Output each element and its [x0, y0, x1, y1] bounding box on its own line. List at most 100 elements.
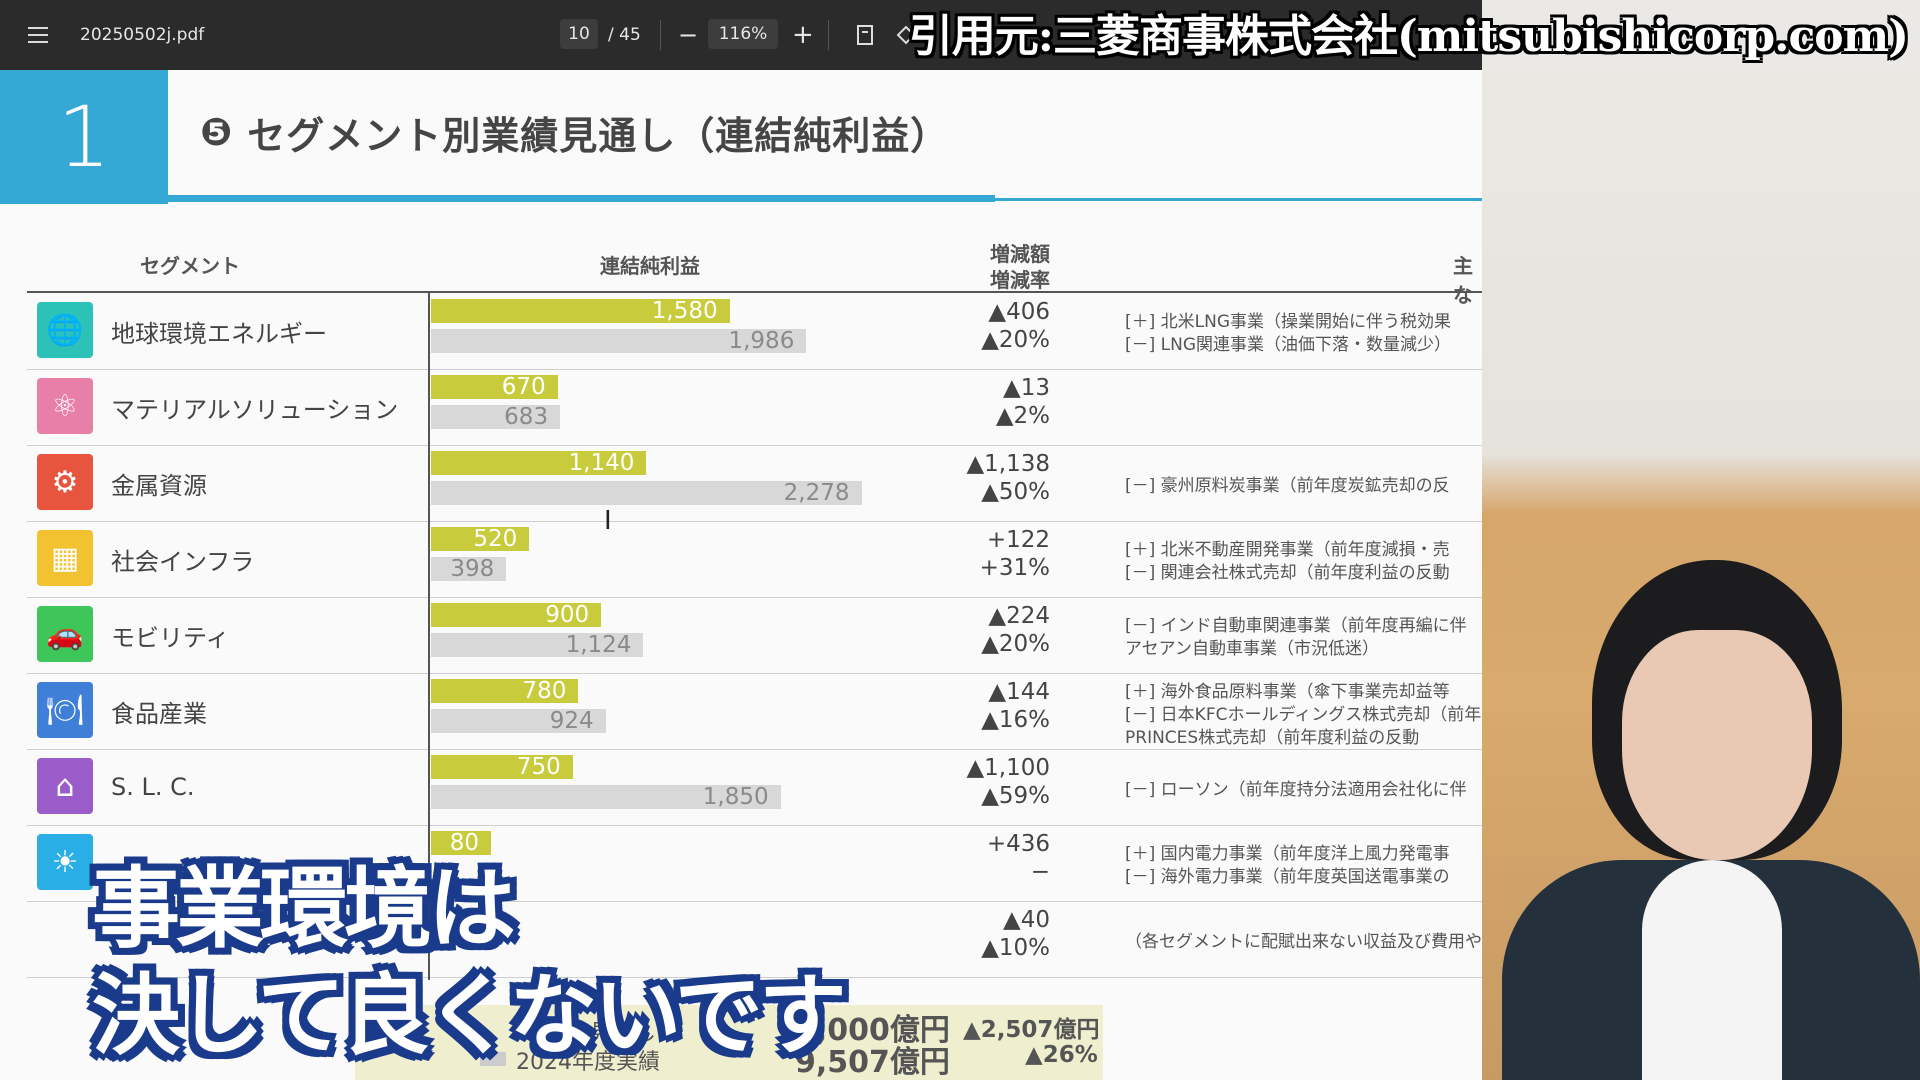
segment-icon: 🌐: [37, 302, 93, 358]
page-title: ❺ セグメント別業績見通し（連結純利益）: [200, 90, 949, 174]
table-row: 🚗 モビリティ 900 1,124 ▲224 ▲20% [－] インド自動車関連事業（前年度…: [27, 597, 1482, 674]
factor-note: [－] ローソン（前年度持分法適用会社化に伴: [1125, 780, 1467, 800]
factor-note: [－] 日本KFCホールディングス株式売却（前年: [1125, 705, 1482, 725]
change-amount: ▲144: [988, 679, 1050, 705]
title-underline: [168, 195, 995, 202]
rotate-icon[interactable]: [896, 0, 916, 70]
zoom-out-button[interactable]: −: [678, 21, 699, 49]
segment-name: 地球環境エネルギー: [111, 319, 327, 348]
bar-current: 670: [431, 375, 558, 399]
header-change-rate: 増減率: [990, 268, 1050, 292]
bar-prior: 683: [431, 405, 561, 429]
change-rate: ▲16%: [981, 707, 1050, 733]
zoom-in-button[interactable]: +: [792, 20, 814, 50]
segment-icon: ⌂: [37, 758, 93, 814]
subtitle-line-2: 決して良くないです: [92, 964, 847, 1067]
segment-name: マテリアルソリューション: [111, 395, 399, 424]
header-rule: [27, 291, 1482, 293]
bar-current: 1,580: [431, 299, 730, 323]
segment-name: 社会インフラ: [111, 547, 255, 576]
segment-icon: ☀: [37, 834, 93, 890]
total-prior-value: 9,507億円: [795, 1045, 950, 1080]
change-amount: +122: [986, 527, 1050, 553]
change-rate: +31%: [979, 555, 1050, 581]
change-amount: ▲406: [988, 299, 1050, 325]
text-cursor-icon: I: [604, 506, 612, 536]
page-total: / 45: [608, 25, 641, 45]
factor-note: [－] インド自動車関連事業（前年度再編に伴: [1125, 616, 1467, 636]
change-rate: −: [1030, 859, 1050, 885]
zoom-level[interactable]: 116%: [708, 19, 778, 49]
bar-current: 750: [431, 755, 573, 779]
menu-icon[interactable]: [26, 0, 50, 70]
source-credit-overlay: 引用元:三菱商事株式会社(mitsubishicorp.com): [908, 11, 1909, 62]
segment-icon: ▦: [37, 530, 93, 586]
factor-note: [－] 海外電力事業（前年度英国送電事業の: [1125, 867, 1450, 887]
segment-icon: 🍽: [37, 682, 93, 738]
table-row: ⌂ S. L. C. 750 1,850 ▲1,100 ▲59% [－] ローソン（前年度持…: [27, 749, 1482, 826]
bar-prior: 924: [431, 709, 606, 733]
segment-icon: ⚛: [37, 378, 93, 434]
table-row: ▲40 ▲10% （各セグメントに配賦出来ない収益及び費用やセ: [27, 901, 1482, 978]
table-row: 🍽 食品産業 780 924 ▲144 ▲16% [＋] 海外食品原料事業（傘下事業売却益等…: [27, 673, 1482, 750]
bar-prior: 1,850: [431, 785, 781, 809]
factor-note: [＋] 北米不動産開発事業（前年度減損・売: [1125, 540, 1450, 560]
change-rate: ▲59%: [981, 783, 1050, 809]
table-row: ▦ 社会インフラ 520 398 +122 +31% [＋] 北米不動産開発事業（前年度減損…: [27, 521, 1482, 598]
bar-current: 780: [431, 679, 579, 703]
header-change-amount: 増減額: [990, 242, 1050, 266]
table-row: ⚛ マテリアルソリューション 670 683 ▲13 ▲2%: [27, 369, 1482, 446]
toolbar-divider: [828, 20, 829, 50]
factor-note: [＋] 国内電力事業（前年度洋上風力発電事: [1125, 844, 1450, 864]
change-amount: +436: [986, 831, 1050, 857]
bar-prior: 398: [431, 557, 507, 581]
totals-panel: [355, 1005, 1103, 1080]
change-amount: ▲1,100: [966, 755, 1050, 781]
title-underline-thin: [995, 198, 1482, 201]
presenter-camera: [1482, 70, 1920, 1080]
table-row: ☀ 80 +436− [＋] 国内電力事業（前年度洋上風力発電事 [－] 海外電力事業（…: [27, 825, 1482, 902]
title-bullet: ❺: [200, 110, 234, 154]
change-rate: ▲20%: [981, 631, 1050, 657]
factor-note: PRINCES株式売却（前年度利益の反動: [1125, 728, 1420, 748]
factor-note: [－] LNG関連事業（油価下落・数量減少）: [1125, 335, 1452, 355]
camera-top: [1482, 0, 1920, 70]
chart-axis: [428, 293, 430, 980]
total-prior-rate: ▲26%: [1025, 1042, 1098, 1068]
total-prior-label: 2024年度実績: [516, 1050, 660, 1075]
segment-name: S. L. C.: [111, 773, 195, 801]
total-current-label: 見通し: [590, 1021, 657, 1046]
table-row: ⚙ 金属資源 1,140 2,278 ▲1,138 ▲50% [－] 豪州原料炭事業（前年度…: [27, 445, 1482, 522]
change-amount: ▲13: [1003, 375, 1050, 401]
pdf-page: 1 ❺ セグメント別業績見通し（連結純利益） セグメント 連結純利益 増減額 増…: [0, 70, 1482, 1080]
header-main: 主な: [1453, 254, 1473, 307]
fit-page-icon[interactable]: [856, 0, 874, 70]
segment-name: 食品産業: [111, 699, 207, 728]
change-rate: ▲20%: [981, 327, 1050, 353]
title-text: セグメント別業績見通し（連結純利益）: [247, 113, 950, 158]
factor-note: [＋] 北米LNG事業（操業開始に伴う税効果: [1125, 312, 1452, 332]
presenter-face: [1622, 630, 1812, 860]
filename: 20250502j.pdf: [80, 25, 205, 45]
segment-icon: 🚗: [37, 606, 93, 662]
table-row: 🌐 地球環境エネルギー 1,580 1,986 ▲406 ▲20% [＋] 北米LNG事業（…: [27, 293, 1482, 370]
bar-current: 80: [431, 831, 491, 855]
page-number-input[interactable]: 10: [560, 19, 598, 49]
factor-note: （各セグメントに配賦出来ない収益及び費用やセ: [1125, 932, 1482, 952]
pdf-toolbar: 20250502j.pdf 10 / 45 − 116% +: [0, 0, 1482, 70]
factor-note: [＋] 海外食品原料事業（傘下事業売却益等: [1125, 682, 1450, 702]
change-amount: ▲40: [1003, 907, 1050, 933]
segment-name: モビリティ: [111, 623, 230, 652]
change-amount: ▲1,138: [966, 451, 1050, 477]
header-net-income: 連結純利益: [600, 254, 700, 278]
total-current-value: 7,000億円: [795, 1013, 950, 1048]
total-current-delta: ▲2,507億円: [963, 1017, 1100, 1043]
bar-current: 900: [431, 603, 602, 627]
subtitle-line-1: 事業環境は: [92, 857, 516, 960]
change-rate: ▲2%: [995, 403, 1050, 429]
factor-note: [－] 豪州原料炭事業（前年度炭鉱売却の反: [1125, 476, 1450, 496]
segment-icon: ⚙: [37, 454, 93, 510]
factor-note: アセアン自動車事業（市況低迷）: [1125, 639, 1379, 659]
factor-note: [－] 関連会社株式売却（前年度利益の反動: [1125, 563, 1450, 583]
change-rate: ▲50%: [981, 479, 1050, 505]
